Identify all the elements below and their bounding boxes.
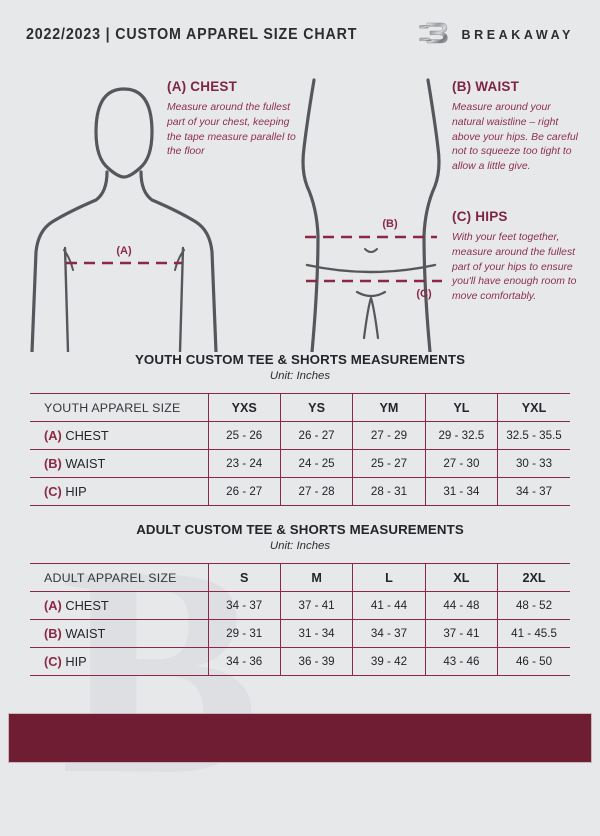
chest-measure-label: (A)	[116, 245, 132, 257]
table-row: (A) CHEST 25 - 26 26 - 27 27 - 29 29 - 3…	[30, 421, 570, 450]
youth-cell-1-1: 24 - 25	[279, 449, 353, 478]
adult-row-0-label: (A) CHEST	[30, 591, 208, 620]
youth-cell-0-0: 25 - 26	[207, 421, 281, 450]
adult-cell-0-4: 48 - 52	[497, 591, 570, 620]
youth-row-0-name: CHEST	[65, 428, 109, 443]
youth-cell-2-2: 28 - 31	[352, 477, 426, 506]
adult-row-header-label: ADULT APPAREL SIZE	[30, 563, 208, 592]
adult-row-0-tag: (A)	[44, 598, 62, 613]
adult-cell-2-4: 46 - 50	[497, 647, 570, 676]
adult-cell-1-4: 41 - 45.5	[497, 619, 570, 648]
table-row: (B) WAIST 29 - 31 31 - 34 34 - 37 37 - 4…	[30, 619, 570, 648]
youth-cell-1-4: 30 - 33	[497, 449, 570, 478]
figures-area: (A) (B) (C)	[0, 70, 600, 352]
youth-cell-1-3: 27 - 30	[424, 449, 498, 478]
adult-cell-0-1: 37 - 41	[279, 591, 353, 620]
youth-col-3: YL	[424, 393, 498, 422]
page-title: 2022/2023 | CUSTOM APPAREL SIZE CHART	[26, 26, 358, 43]
note-waist: (B) WAIST Measure around your natural wa…	[452, 79, 584, 175]
youth-row-1-name: WAIST	[65, 456, 106, 471]
youth-cell-0-3: 29 - 32.5	[424, 421, 498, 450]
adult-row-2-name: HIP	[65, 654, 87, 669]
table-row: (A) CHEST 34 - 37 37 - 41 41 - 44 44 - 4…	[30, 591, 570, 620]
youth-size-table: YOUTH APPAREL SIZE YXS YS YM YL YXL (A) …	[30, 393, 570, 506]
adult-cell-1-2: 34 - 37	[352, 619, 426, 648]
youth-table-section: YOUTH CUSTOM TEE & SHORTS MEASUREMENTS U…	[0, 352, 600, 506]
youth-cell-0-4: 32.5 - 35.5	[497, 421, 570, 450]
youth-row-1-label: (B) WAIST	[30, 449, 208, 478]
note-hips-title: (C) HIPS	[452, 209, 508, 224]
adult-cell-2-1: 36 - 39	[279, 647, 353, 676]
table-row: (B) WAIST 23 - 24 24 - 25 25 - 27 27 - 3…	[30, 449, 570, 478]
youth-col-0: YXS	[207, 393, 281, 422]
youth-col-1: YS	[279, 393, 353, 422]
adult-cell-2-0: 34 - 36	[207, 647, 281, 676]
adult-cell-1-1: 31 - 34	[279, 619, 353, 648]
youth-table-body: YOUTH APPAREL SIZE YXS YS YM YL YXL (A) …	[30, 393, 570, 506]
brand-name: BREAKAWAY	[461, 28, 574, 42]
page-header: 2022/2023 | CUSTOM APPAREL SIZE CHART	[0, 0, 600, 70]
youth-cell-2-0: 26 - 27	[207, 477, 281, 506]
note-waist-body: Measure around your natural waistline – …	[452, 102, 578, 173]
note-hips: (C) HIPS With your feet together, measur…	[452, 209, 590, 305]
youth-col-4: YXL	[497, 393, 570, 422]
waist-measure-label: (B)	[382, 218, 398, 230]
adult-row-1-tag: (B)	[44, 626, 62, 641]
adult-table-title: ADULT CUSTOM TEE & SHORTS MEASUREMENTS	[136, 522, 464, 537]
table-row: (C) HIP 26 - 27 27 - 28 28 - 31 31 - 34 …	[30, 477, 570, 506]
youth-row-2-label: (C) HIP	[30, 477, 208, 506]
adult-row-0-name: CHEST	[65, 598, 109, 613]
table-row: (C) HIP 34 - 36 36 - 39 39 - 42 43 - 46 …	[30, 647, 570, 676]
youth-row-2-name: HIP	[65, 484, 87, 499]
hip-measure-label: (C)	[416, 288, 432, 300]
breakaway-b-monogram-icon	[416, 16, 450, 55]
upper-body-figure	[30, 87, 218, 352]
adult-cell-0-3: 44 - 48	[424, 591, 498, 620]
note-chest: (A) CHEST Measure around the fullest par…	[167, 79, 302, 160]
youth-cell-2-4: 34 - 37	[497, 477, 570, 506]
lower-body-figure	[301, 78, 441, 352]
note-chest-body: Measure around the fullest part of your …	[167, 102, 296, 158]
adult-cell-0-0: 34 - 37	[207, 591, 281, 620]
youth-col-2: YM	[352, 393, 426, 422]
adult-table-unit: Unit: Inches	[269, 540, 331, 552]
note-chest-title: (A) CHEST	[167, 79, 238, 94]
youth-row-header-label: YOUTH APPAREL SIZE	[30, 393, 208, 422]
adult-cell-1-3: 37 - 41	[424, 619, 498, 648]
youth-table-unit: Unit: Inches	[269, 370, 331, 382]
adult-table-body: ADULT APPAREL SIZE S M L XL 2XL (A) CHES…	[30, 563, 570, 676]
youth-row-2-tag: (C)	[44, 484, 62, 499]
youth-table-title: YOUTH CUSTOM TEE & SHORTS MEASUREMENTS	[134, 352, 466, 367]
adult-col-1: M	[279, 563, 353, 592]
youth-cell-0-1: 26 - 27	[279, 421, 353, 450]
adult-cell-1-0: 29 - 31	[207, 619, 281, 648]
adult-col-0: S	[207, 563, 281, 592]
adult-col-3: XL	[424, 563, 498, 592]
note-hips-body: With your feet together, measure around …	[452, 232, 577, 303]
bottom-accent-bar	[8, 713, 592, 763]
brand-block: BREAKAWAY	[416, 16, 574, 55]
adult-cell-2-2: 39 - 42	[352, 647, 426, 676]
adult-col-2: L	[352, 563, 426, 592]
youth-cell-1-0: 23 - 24	[207, 449, 281, 478]
adult-table-section: ADULT CUSTOM TEE & SHORTS MEASUREMENTS U…	[0, 522, 600, 676]
youth-row-0-tag: (A)	[44, 428, 62, 443]
adult-row-1-label: (B) WAIST	[30, 619, 208, 648]
table-header-row: ADULT APPAREL SIZE S M L XL 2XL	[30, 563, 570, 592]
table-header-row: YOUTH APPAREL SIZE YXS YS YM YL YXL	[30, 393, 570, 422]
youth-row-0-label: (A) CHEST	[30, 421, 208, 450]
adult-col-4: 2XL	[497, 563, 570, 592]
adult-row-2-label: (C) HIP	[30, 647, 208, 676]
youth-row-1-tag: (B)	[44, 456, 62, 471]
youth-cell-0-2: 27 - 29	[352, 421, 426, 450]
youth-cell-2-3: 31 - 34	[424, 477, 498, 506]
adult-cell-2-3: 43 - 46	[424, 647, 498, 676]
youth-cell-1-2: 25 - 27	[352, 449, 426, 478]
note-waist-title: (B) WAIST	[452, 79, 520, 94]
youth-cell-2-1: 27 - 28	[279, 477, 353, 506]
adult-row-1-name: WAIST	[65, 626, 106, 641]
adult-row-2-tag: (C)	[44, 654, 62, 669]
adult-cell-0-2: 41 - 44	[352, 591, 426, 620]
adult-size-table: ADULT APPAREL SIZE S M L XL 2XL (A) CHES…	[30, 563, 570, 676]
